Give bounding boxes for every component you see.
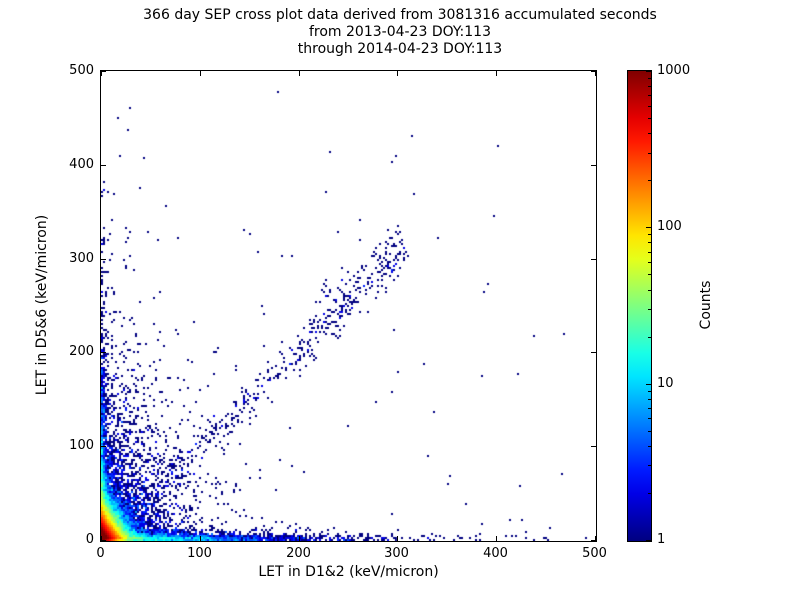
x-tick-label: 0 <box>96 546 105 561</box>
x-tick-mark <box>595 71 596 76</box>
colorbar <box>627 70 652 542</box>
x-tick-mark <box>101 536 102 541</box>
x-tick-mark <box>299 71 300 76</box>
x-tick-mark <box>397 71 398 76</box>
x-tick-label: 500 <box>582 546 607 561</box>
colorbar-tick-mark <box>646 384 651 385</box>
colorbar-minor-tick-mark <box>648 465 651 466</box>
y-tick-label: 300 <box>69 251 94 266</box>
x-tick-mark <box>299 536 300 541</box>
x-tick-label: 200 <box>286 546 311 561</box>
colorbar-label: Counts <box>698 280 714 330</box>
colorbar-tick-labels: 1 10 100 1000 <box>657 63 699 547</box>
colorbar-minor-tick-mark <box>648 290 651 291</box>
colorbar-minor-tick-mark <box>648 399 651 400</box>
x-axis-label: LET in D1&2 (keV/micron) <box>258 564 439 580</box>
x-tick-label: 100 <box>187 546 212 561</box>
colorbar-tick-label: 10 <box>657 376 674 391</box>
y-tick-mark <box>101 352 106 353</box>
colorbar-minor-tick-mark <box>648 431 651 432</box>
colorbar-tick-mark <box>646 227 651 228</box>
plot-area <box>100 70 597 542</box>
colorbar-tick-label: 100 <box>657 219 682 234</box>
chart-subtitle-through: through 2014-04-23 DOY:113 <box>297 41 503 57</box>
scatter-canvas <box>101 71 596 541</box>
x-tick-mark <box>496 71 497 76</box>
colorbar-minor-tick-mark <box>648 493 651 494</box>
colorbar-minor-tick-mark <box>648 446 651 447</box>
colorbar-minor-tick-mark <box>648 133 651 134</box>
x-tick-mark <box>200 71 201 76</box>
y-tick-mark <box>591 165 596 166</box>
colorbar-minor-tick-mark <box>648 391 651 392</box>
colorbar-minor-tick-mark <box>648 242 651 243</box>
colorbar-minor-tick-mark <box>648 262 651 263</box>
y-tick-label: 400 <box>69 157 94 172</box>
colorbar-minor-tick-mark <box>648 408 651 409</box>
colorbar-minor-tick-mark <box>648 418 651 419</box>
y-tick-mark <box>591 540 596 541</box>
colorbar-minor-tick-mark <box>648 274 651 275</box>
y-tick-mark <box>101 165 106 166</box>
colorbar-tick-label: 1000 <box>657 63 691 78</box>
x-tick-mark <box>397 536 398 541</box>
x-tick-label: 400 <box>483 546 508 561</box>
y-tick-mark <box>101 446 106 447</box>
colorbar-minor-tick-mark <box>648 86 651 87</box>
y-tick-mark <box>591 259 596 260</box>
colorbar-minor-tick-mark <box>648 234 651 235</box>
y-tick-label: 500 <box>69 63 94 78</box>
y-axis-label: LET in D5&6 (keV/micron) <box>34 214 50 396</box>
colorbar-tick-mark <box>646 540 651 541</box>
y-tick-mark <box>591 446 596 447</box>
colorbar-minor-tick-mark <box>648 309 651 310</box>
colorbar-minor-tick-mark <box>648 252 651 253</box>
x-tick-mark <box>101 71 102 76</box>
y-axis-tick-labels: 0 100 200 300 400 500 <box>52 63 94 547</box>
y-tick-mark <box>591 71 596 72</box>
colorbar-minor-tick-mark <box>648 337 651 338</box>
colorbar-minor-tick-mark <box>648 95 651 96</box>
colorbar-tick-label: 1 <box>657 532 666 547</box>
y-tick-label: 200 <box>69 344 94 359</box>
colorbar-minor-tick-mark <box>648 78 651 79</box>
colorbar-minor-tick-mark <box>648 153 651 154</box>
colorbar-minor-tick-mark <box>648 180 651 181</box>
y-tick-mark <box>101 259 106 260</box>
colorbar-minor-tick-mark <box>648 106 651 107</box>
x-tick-label: 300 <box>384 546 409 561</box>
y-tick-mark <box>101 71 106 72</box>
colorbar-gradient <box>628 71 651 541</box>
chart-subtitle-from: from 2013-04-23 DOY:113 <box>308 24 491 40</box>
x-tick-mark <box>200 536 201 541</box>
chart-title: 366 day SEP cross plot data derived from… <box>143 7 657 23</box>
y-tick-mark <box>101 540 106 541</box>
y-tick-mark <box>591 352 596 353</box>
x-tick-mark <box>496 536 497 541</box>
colorbar-minor-tick-mark <box>648 118 651 119</box>
x-tick-mark <box>595 536 596 541</box>
y-tick-label: 100 <box>69 438 94 453</box>
y-tick-label: 0 <box>85 532 94 547</box>
x-axis-tick-labels: 0 100 200 300 400 500 <box>96 546 607 562</box>
colorbar-tick-mark <box>646 71 651 72</box>
